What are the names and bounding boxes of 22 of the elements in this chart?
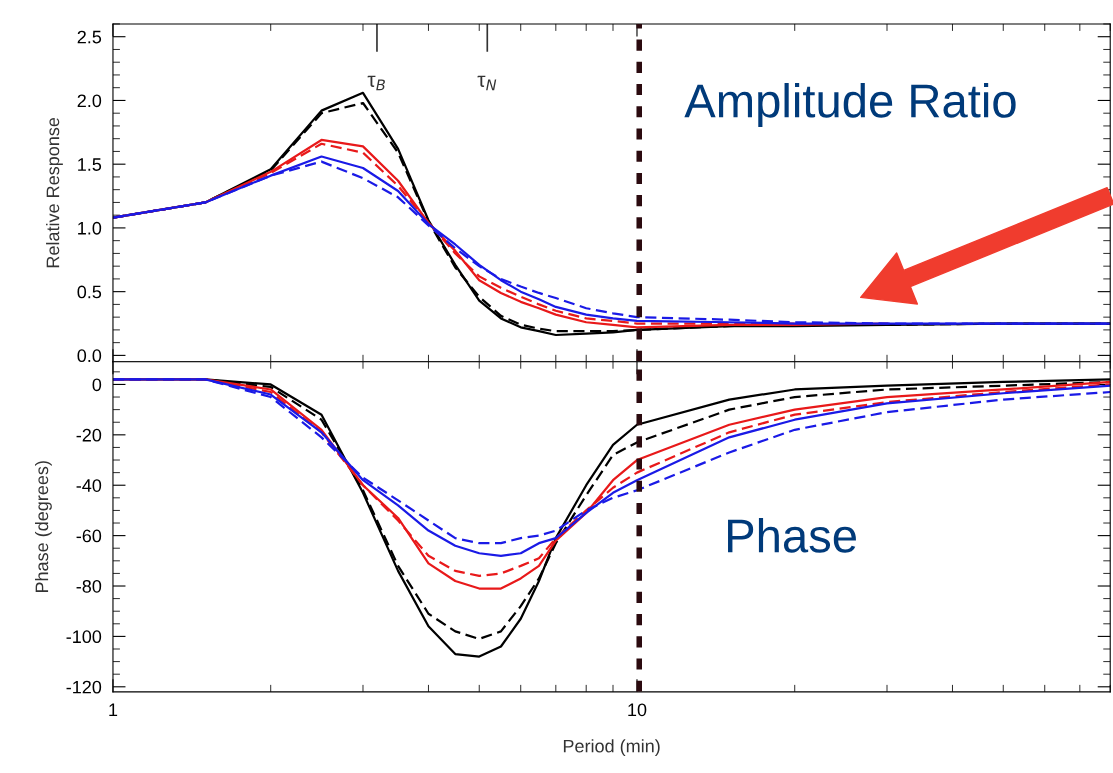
ref-line-label: τ$_{N}$: [477, 75, 497, 91]
y-tick-label: -60: [76, 529, 102, 543]
x-axis-title: Period (min): [563, 739, 660, 757]
y-tick-label: -20: [76, 428, 102, 442]
y-tick-label: 0: [92, 378, 102, 392]
y-tick-label: -80: [76, 579, 102, 593]
y-tick-label: 0.5: [77, 285, 102, 299]
y-axis-title: Relative Response: [46, 117, 63, 268]
annotation: Amplitude Ratio: [684, 83, 1016, 128]
x-tick-label: 1: [109, 703, 118, 717]
y-tick-label: -40: [76, 479, 102, 492]
y-axis-title: Phase (degrees): [35, 461, 52, 593]
annotation: Phase: [728, 517, 856, 553]
ref-line-label: τ$_{B}$: [367, 75, 385, 91]
y-tick-label: 0.0: [77, 349, 102, 363]
y-tick-label: -100: [66, 630, 102, 644]
y-tick-label: -120: [66, 680, 102, 694]
y-tick-label: 1.0: [78, 221, 102, 235]
y-tick-label: 2.0: [77, 94, 102, 108]
y-tick-label: 1.5: [78, 158, 102, 171]
y-tick-label: 2.5: [77, 30, 102, 44]
x-tick-label: 10: [628, 703, 647, 717]
